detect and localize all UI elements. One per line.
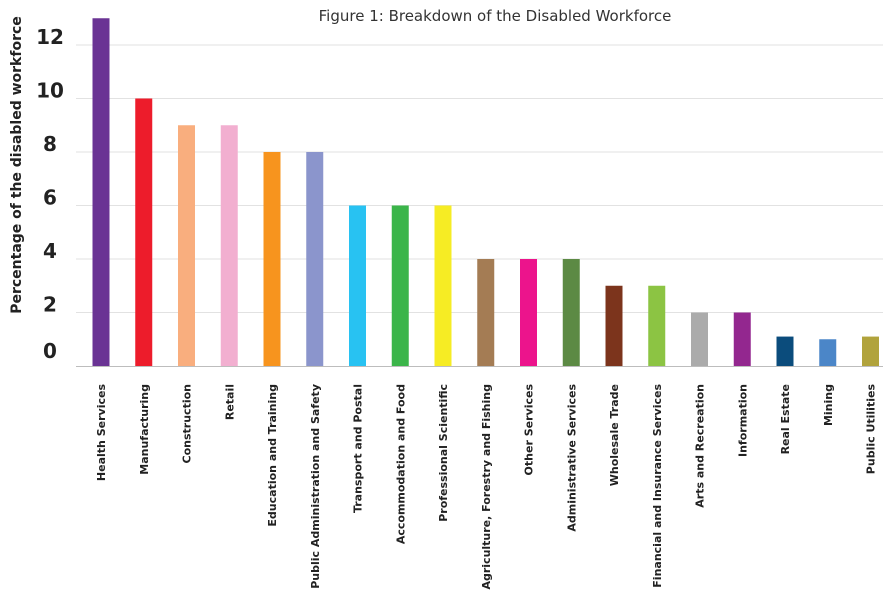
y-axis-ticks: 0 2 4 6 8 10 12 [36,25,64,363]
y-tick-label: 2 [43,293,57,317]
x-tick-label: Wholesale Trade [608,384,621,486]
bar [819,339,837,366]
chart-title: Figure 1: Breakdown of the Disabled Work… [319,7,672,25]
x-tick-label: Public Administration and Safety [309,384,322,589]
x-tick-label: Information [736,384,749,457]
y-tick-label: 4 [43,239,57,263]
y-tick-label: 0 [43,339,57,363]
x-tick-label: Manufacturing [138,384,151,475]
x-tick-label: Agriculture, Forestry and Fishing [480,384,493,590]
x-tick-label: Mining [822,384,835,426]
x-tick-label: Health Services [95,384,108,482]
x-tick-label: Other Services [523,384,536,476]
bar [92,18,110,366]
x-tick-label: Retail [223,384,236,420]
bar [520,259,537,366]
bar [434,205,452,366]
bar [220,125,238,366]
bar [691,312,708,366]
bar [477,259,495,366]
y-tick-label: 10 [36,79,64,103]
bar [135,98,153,366]
x-tick-label: Arts and Recreation [694,384,707,508]
bar [648,285,666,366]
bar [178,125,195,366]
x-tick-label: Financial and Insurance Services [651,384,664,588]
bar [562,259,580,366]
bar [733,312,751,366]
x-tick-label: Real Estate [779,384,792,454]
x-axis-ticks: Health Services Manufacturing Construction… [95,384,878,590]
bar [263,152,281,366]
x-tick-label: Administrative Services [565,384,578,532]
bar [306,152,324,366]
y-tick-label: 12 [36,25,64,49]
x-tick-label: Professional Scientific [437,384,450,522]
x-tick-label: Construction [181,384,194,463]
x-tick-label: Transport and Postal [352,384,365,513]
bars [92,18,879,366]
bar [349,205,366,366]
bar [862,336,879,366]
bar [776,336,794,366]
y-tick-label: 6 [43,186,57,210]
x-tick-label: Accommodation and Food [394,384,407,544]
x-tick-label: Education and Training [266,384,279,527]
bar [605,285,623,366]
bar [391,205,409,366]
y-axis-label: Percentage of the disabled workforce [9,16,25,314]
y-tick-label: 8 [43,132,57,156]
x-tick-label: Public Utilities [865,384,878,475]
